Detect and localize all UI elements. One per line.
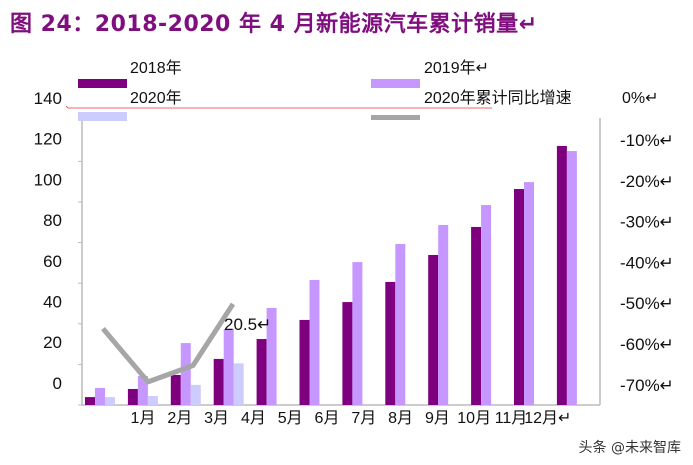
bar-2018-8: [385, 281, 396, 405]
bar-2019-12: [566, 151, 577, 405]
bar-2018-6: [299, 319, 310, 405]
legend-label-2019: 2019年↵: [424, 59, 489, 77]
right-tick-label: -50%↵: [620, 294, 674, 313]
legend-swatch-growth: [371, 115, 420, 120]
x-tick-label: 11月: [495, 410, 528, 427]
bar-2018-9: [428, 254, 439, 405]
bar-2019-9: [438, 224, 449, 405]
bar-2018-2: [127, 388, 138, 405]
spellcheck-underline: [65, 105, 492, 109]
left-tick-label: 20: [43, 333, 62, 352]
bar-2019-4: [223, 329, 234, 405]
x-tick-label: 2月: [167, 410, 192, 427]
right-tick-label: -20%↵: [620, 172, 674, 191]
bar-2020-1: [105, 397, 115, 405]
left-tick-label: 40: [43, 293, 62, 312]
watermark: 头条 @未来智库: [578, 440, 681, 456]
right-tick-label: -10%↵: [620, 131, 674, 150]
legend-label-2018: 2018年: [130, 59, 182, 77]
right-tick-label: -40%↵: [620, 253, 674, 272]
left-tick-label: 60: [43, 252, 62, 271]
bar-2019-2: [137, 375, 148, 405]
x-tick-label: 12月↵: [524, 410, 571, 427]
left-tick-label: 120: [34, 130, 62, 149]
x-tick-label: 7月: [351, 410, 376, 427]
growth-line: [101, 302, 236, 385]
bar-2020-4: [233, 363, 244, 405]
bar-2019-1: [95, 387, 105, 405]
left-tick-label: 0: [53, 374, 62, 393]
bar-2019-11: [524, 182, 534, 405]
legend-swatch-2018: [78, 79, 127, 88]
bar-2018-11: [514, 189, 524, 405]
x-tick-label: 10月: [457, 410, 491, 427]
bar-2018-1: [85, 397, 95, 405]
x-tick-label: 3月: [204, 410, 229, 427]
chart-title: 图 24：2018-2020 年 4 月新能源汽车累计销量↵: [10, 12, 538, 37]
bar-2018-4: [213, 358, 224, 405]
bar-2019-5: [266, 307, 277, 405]
legend-swatch-2020: [78, 112, 127, 121]
x-tick-label: 4月: [241, 410, 266, 427]
x-tick-label: 5月: [278, 410, 303, 427]
legend-label-2020: 2020年: [130, 89, 182, 107]
bar-2018-3: [170, 374, 181, 405]
right-tick-label-top: 0%↵: [622, 90, 659, 107]
left-tick-label: 140: [34, 89, 62, 108]
x-tick-label: 8月: [388, 410, 413, 427]
bar-2018-10: [471, 226, 482, 405]
x-tick-label: 9月: [425, 410, 450, 427]
bar-2020-2: [147, 396, 158, 405]
bar-2019-8: [395, 244, 406, 405]
bar-2018-12: [556, 145, 567, 406]
bar-2018-5: [256, 339, 267, 405]
right-tick-label: -30%↵: [620, 213, 674, 232]
bar-2019-10: [481, 205, 492, 405]
right-tick-label: -60%↵: [620, 335, 674, 354]
x-tick-label: 6月: [315, 410, 340, 427]
legend-label-growth: 2020年累计同比增速: [424, 89, 572, 107]
left-tick-label: 80: [43, 211, 62, 230]
legend-swatch-2019: [371, 79, 420, 88]
bar-2019-7: [352, 262, 363, 405]
bar-2018-7: [342, 302, 353, 405]
x-tick-label: 1月: [131, 410, 156, 427]
left-tick-label: 100: [34, 170, 62, 189]
bar-2020-3: [190, 384, 201, 405]
bar-2019-3: [180, 343, 191, 405]
bar-2019-6: [309, 279, 320, 405]
right-tick-label: -70%↵: [620, 376, 674, 395]
data-label-2020-april: 20.5↵: [224, 315, 271, 334]
